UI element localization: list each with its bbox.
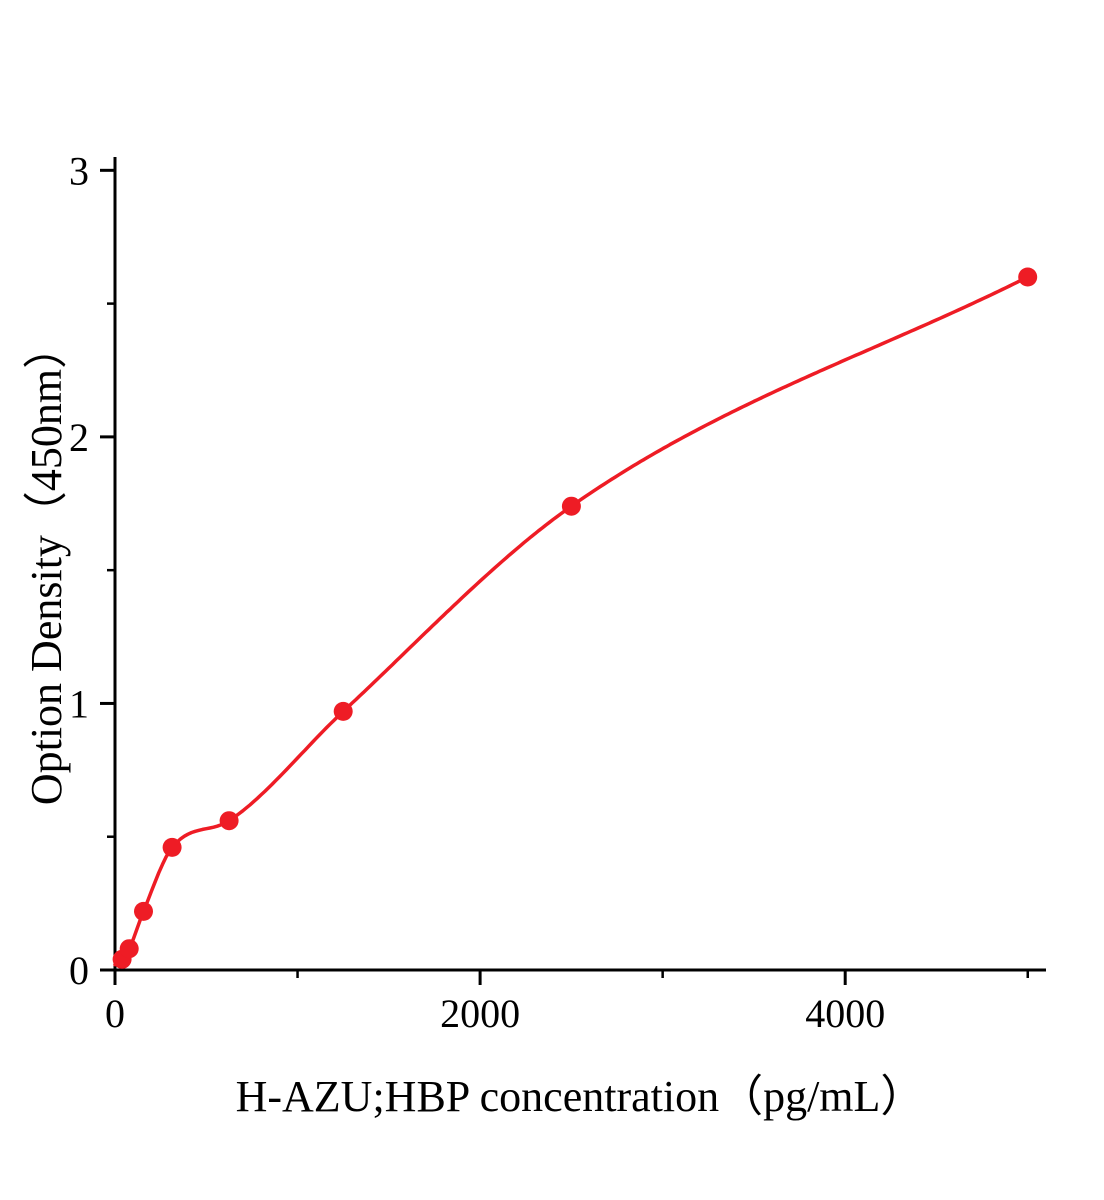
- data-point: [119, 939, 139, 959]
- x-tick-label: 2000: [440, 991, 520, 1036]
- y-tick-label: 1: [69, 681, 89, 726]
- data-point: [219, 811, 239, 831]
- data-point: [333, 701, 353, 721]
- data-point: [134, 901, 153, 921]
- data-point: [561, 496, 581, 516]
- x-tick-label: 4000: [805, 991, 885, 1036]
- x-axis-title: H-AZU;HBP concentration（pg/mL）: [235, 1072, 925, 1121]
- data-point: [162, 837, 182, 857]
- y-axis-title: Option Density（450nm）: [22, 324, 71, 806]
- y-tick-label: 3: [69, 148, 89, 193]
- x-tick-label: 0: [105, 991, 125, 1036]
- y-tick-label: 2: [69, 415, 89, 460]
- fit-curve: [113, 275, 1030, 967]
- y-tick-label: 0: [69, 948, 89, 993]
- data-point: [1018, 267, 1038, 287]
